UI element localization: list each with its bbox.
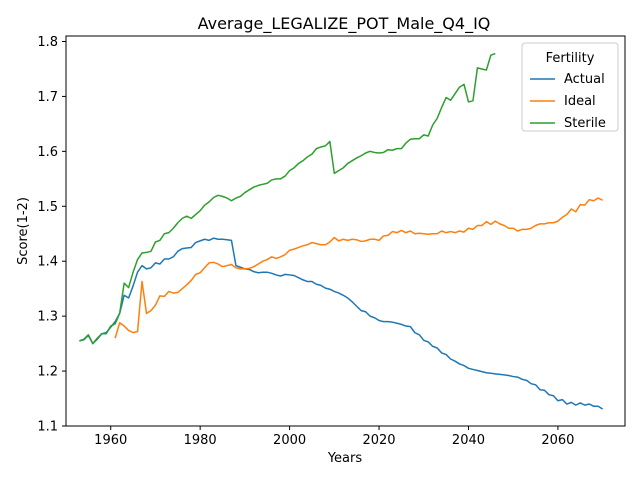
y-tick-label: 1.5 xyxy=(37,200,58,215)
y-tick-label: 1.8 xyxy=(37,35,58,50)
x-tick-label: 2020 xyxy=(362,433,395,448)
y-tick-label: 1.3 xyxy=(37,310,58,325)
x-axis-label: Years xyxy=(327,451,363,466)
series-line-ideal xyxy=(114,197,603,339)
y-tick-label: 1.2 xyxy=(37,365,58,380)
series-line-actual xyxy=(79,237,604,410)
y-tick-label: 1.4 xyxy=(37,255,58,270)
y-tick-label: 1.1 xyxy=(37,420,58,435)
chart-title: Average_LEGALIZE_POT_Male_Q4_IQ xyxy=(198,14,491,34)
legend-label-actual: Actual xyxy=(564,72,605,87)
legend-title: Fertility xyxy=(546,51,595,66)
series-line-sterile xyxy=(79,52,496,345)
x-tick-label: 2060 xyxy=(541,433,574,448)
legend-box xyxy=(521,42,619,132)
y-tick-label: 1.6 xyxy=(37,145,58,160)
x-tick-label: 2000 xyxy=(273,433,306,448)
legend-items: Actual Ideal Sterile xyxy=(530,72,606,131)
legend-label-ideal: Ideal xyxy=(564,94,596,109)
plot-frame xyxy=(65,35,626,427)
x-tick-label: 1960 xyxy=(94,433,127,448)
x-tick-label: 1980 xyxy=(184,433,217,448)
y-axis: 1.1 1.2 1.3 1.4 1.5 1.6 1.7 1.8 xyxy=(37,35,66,435)
y-axis-label: Score(1-2) xyxy=(16,197,31,265)
legend: Fertility Actual Ideal Sterile xyxy=(521,42,619,132)
legend-label-sterile: Sterile xyxy=(564,116,606,131)
x-tick-label: 2040 xyxy=(452,433,485,448)
y-tick-label: 1.7 xyxy=(37,90,58,105)
series-lines xyxy=(79,52,604,410)
x-axis: 1960 1980 2000 2020 2040 2060 xyxy=(94,426,574,448)
